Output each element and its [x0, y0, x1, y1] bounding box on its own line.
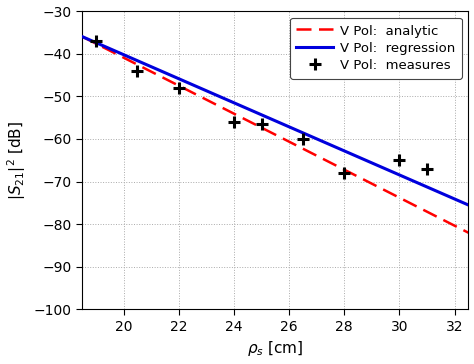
V Pol:  measures: (26.5, -60): measures: (26.5, -60)	[300, 137, 306, 141]
V Pol:  measures: (20.5, -44): measures: (20.5, -44)	[135, 68, 140, 73]
V Pol:  measures: (24, -56): measures: (24, -56)	[231, 120, 237, 124]
Y-axis label: $|S_{21}|^2$ [dB]: $|S_{21}|^2$ [dB]	[6, 121, 28, 200]
V Pol:  measures: (30, -65): measures: (30, -65)	[397, 158, 402, 162]
X-axis label: $\rho_s$ [cm]: $\rho_s$ [cm]	[247, 340, 303, 359]
V Pol:  measures: (28, -68): measures: (28, -68)	[341, 171, 347, 175]
V Pol:  measures: (22, -48): measures: (22, -48)	[176, 86, 182, 90]
V Pol:  measures: (19, -37): measures: (19, -37)	[93, 39, 99, 43]
Line: V Pol:  measures: V Pol: measures	[90, 35, 433, 179]
Legend: V Pol:  analytic, V Pol:  regression, V Pol:  measures: V Pol: analytic, V Pol: regression, V Po…	[290, 17, 462, 79]
V Pol:  measures: (25, -56.5): measures: (25, -56.5)	[259, 122, 264, 126]
V Pol:  measures: (31, -67): measures: (31, -67)	[424, 167, 430, 171]
